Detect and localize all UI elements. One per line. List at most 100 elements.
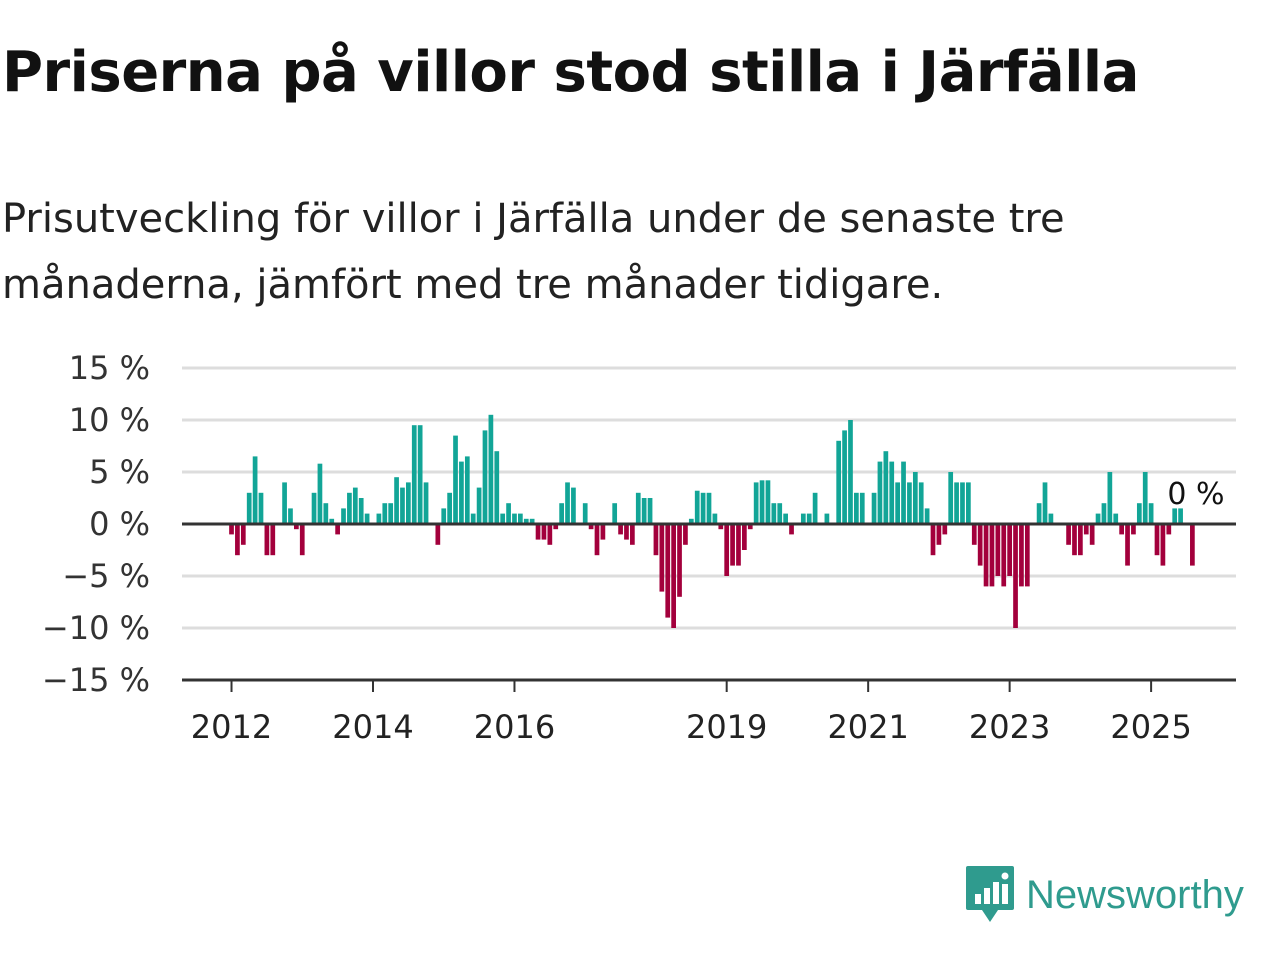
bar <box>901 461 906 524</box>
bar <box>1107 472 1113 524</box>
bar <box>1160 524 1166 566</box>
bar <box>889 461 895 524</box>
bar <box>317 463 323 524</box>
bar <box>447 492 452 524</box>
bar <box>1172 508 1178 524</box>
bar <box>718 524 724 530</box>
bar <box>435 524 441 545</box>
bar <box>512 513 517 524</box>
bar <box>547 524 553 545</box>
bar <box>624 524 629 540</box>
bar <box>347 492 352 524</box>
bar <box>871 492 877 524</box>
x-tick-label: 2023 <box>969 708 1050 746</box>
bar <box>966 482 971 524</box>
bar <box>1089 524 1095 545</box>
bar <box>936 524 942 545</box>
y-tick-label: −5 % <box>62 557 150 595</box>
bar <box>677 524 682 597</box>
bar <box>1066 524 1071 545</box>
x-tick-label: 2021 <box>827 708 908 746</box>
bar <box>364 513 370 524</box>
bar <box>806 513 812 524</box>
bar <box>1024 524 1030 587</box>
bar <box>765 480 771 524</box>
bar <box>683 524 688 545</box>
x-axis: 2012 2014 2016 2019 2021 2023 2025 <box>182 678 1236 746</box>
bar <box>423 482 429 524</box>
bar <box>1136 503 1142 524</box>
bar <box>971 524 977 545</box>
bar <box>1001 524 1007 587</box>
bar <box>535 524 541 540</box>
bar <box>352 487 358 524</box>
last-value-label: 0 % <box>1167 477 1224 512</box>
x-tick-label: 2016 <box>474 708 555 746</box>
bar <box>942 524 948 535</box>
bar <box>1166 524 1172 535</box>
bar <box>299 524 305 556</box>
bar <box>859 492 865 524</box>
bar <box>335 524 340 535</box>
bar <box>895 482 900 524</box>
bar <box>1095 513 1101 524</box>
bar <box>1007 524 1012 576</box>
bar <box>1042 482 1048 524</box>
bar <box>565 482 570 524</box>
bar <box>1125 524 1130 566</box>
bar <box>659 524 665 592</box>
y-tick-label: −15 % <box>42 661 150 699</box>
bar <box>1101 503 1107 524</box>
bars <box>229 414 1195 628</box>
bar <box>582 503 588 524</box>
bar <box>771 503 777 524</box>
bar <box>824 513 830 524</box>
bar <box>694 490 700 524</box>
bar <box>329 518 335 524</box>
brand-name: Newsworthy <box>1026 872 1244 917</box>
bar <box>518 513 523 524</box>
bar <box>730 524 735 566</box>
bar <box>1048 513 1054 524</box>
bar <box>441 508 447 524</box>
bar <box>341 508 346 524</box>
bar <box>1131 524 1136 535</box>
bar <box>759 480 765 524</box>
bar <box>877 461 883 524</box>
bar <box>459 461 464 524</box>
bar <box>1083 524 1089 535</box>
bar <box>688 518 694 524</box>
bar <box>954 482 959 524</box>
bar <box>989 524 995 587</box>
bar <box>653 524 659 556</box>
bar <box>240 524 246 545</box>
y-tick-label: 15 % <box>69 349 150 387</box>
bar <box>883 451 889 524</box>
bar <box>294 524 299 530</box>
bar <box>1078 524 1083 556</box>
bar <box>376 513 382 524</box>
bar <box>482 430 488 524</box>
bar <box>529 518 535 524</box>
y-tick-label: 0 % <box>89 505 150 543</box>
x-tick-label: 2012 <box>191 708 272 746</box>
bar <box>506 503 511 524</box>
chart-subtitle: Prisutveckling för villor i Järfälla und… <box>2 196 1065 308</box>
y-tick-label: 10 % <box>69 401 150 439</box>
bar <box>358 498 364 524</box>
bar <box>229 524 234 535</box>
bar <box>288 508 293 524</box>
bar <box>983 524 989 587</box>
bar <box>282 482 287 524</box>
bar <box>742 524 747 550</box>
bar <box>736 524 741 566</box>
bar <box>995 524 1001 576</box>
bar <box>476 487 482 524</box>
bar <box>1113 513 1119 524</box>
bar <box>1036 503 1042 524</box>
bar <box>488 414 494 524</box>
bar <box>417 425 423 524</box>
bar <box>235 524 240 556</box>
bar <box>311 492 317 524</box>
bar <box>924 508 930 524</box>
